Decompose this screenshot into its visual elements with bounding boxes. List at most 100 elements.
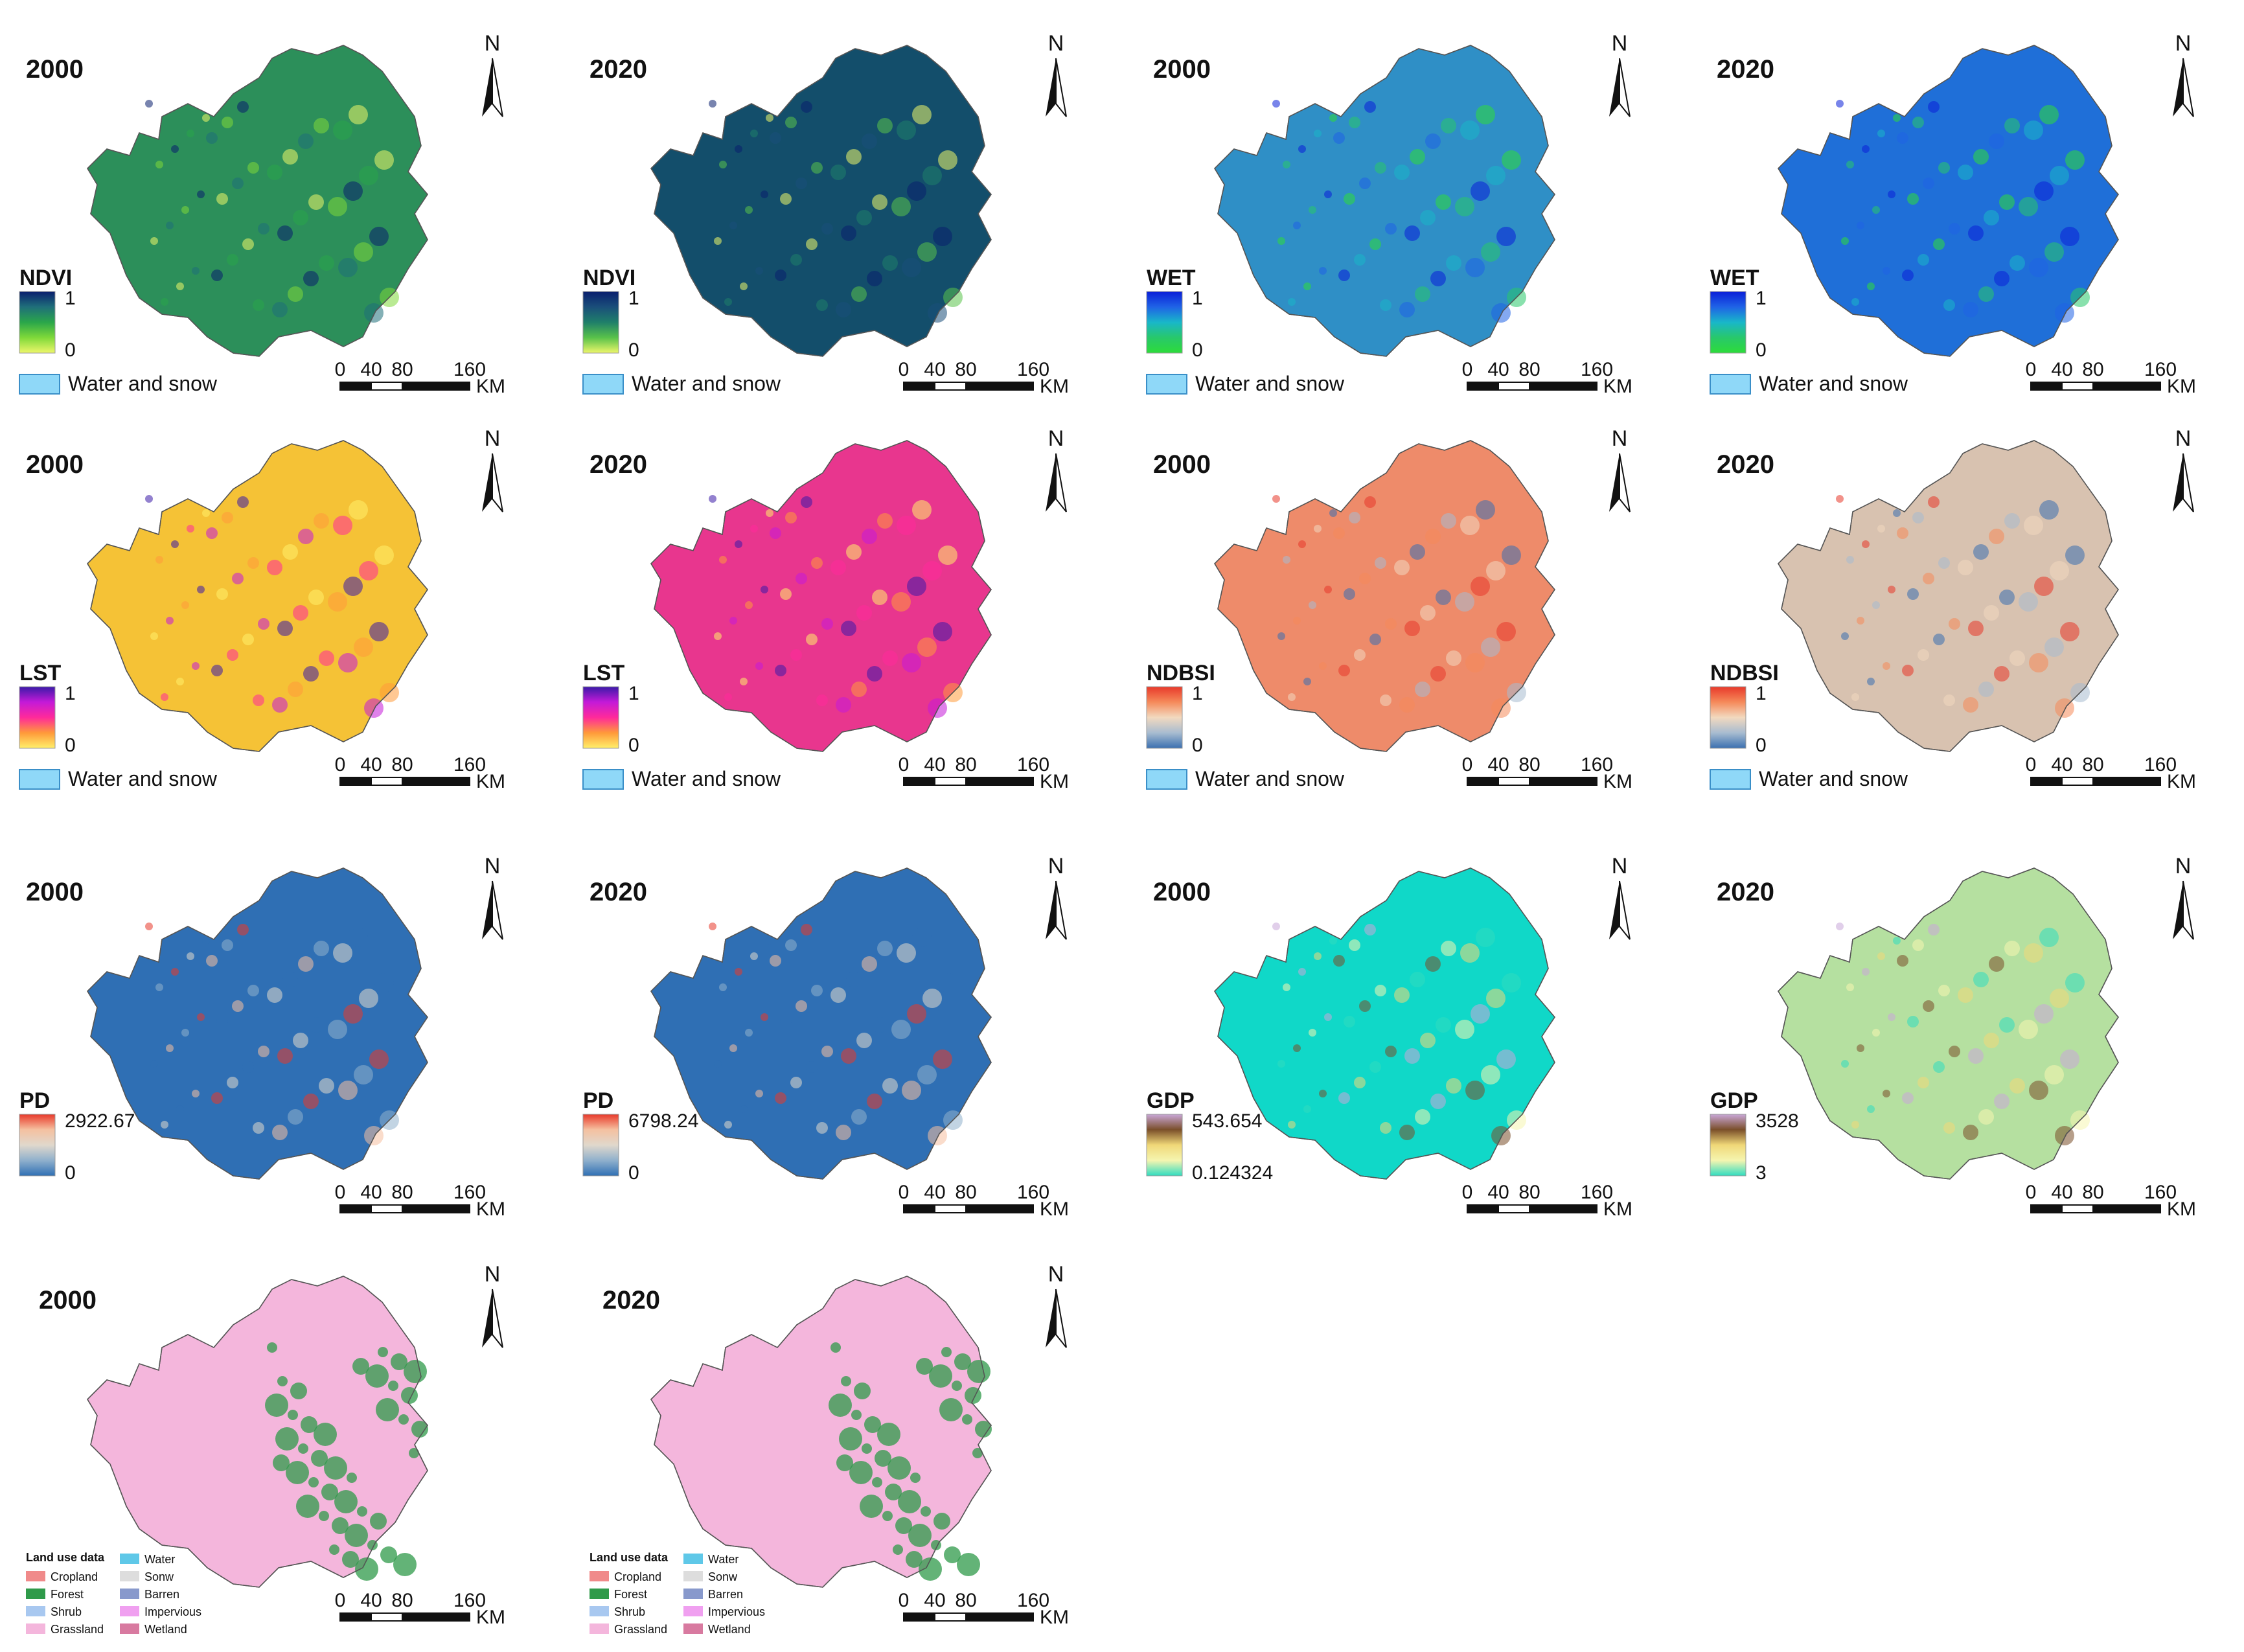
texture-patch [745,1029,753,1037]
scale-tick-label: 160 [2144,1182,2177,1203]
texture-patch [719,983,727,991]
texture-patch [729,1044,737,1052]
texture-patch [821,223,833,235]
texture-patch [1502,545,1521,565]
north-arrow-right-half [2182,58,2194,117]
scale-tick-label: 0 [2026,359,2037,380]
texture-patch [1314,130,1322,137]
texture-patch [343,1004,363,1024]
legend-color-ramp [19,291,56,354]
scale-tick-label: 80 [1518,754,1540,775]
texture-patch [197,190,205,198]
texture-patch [882,650,898,666]
texture-patch [846,149,862,165]
texture-patch [1888,190,1895,198]
texture-patch [1455,1020,1474,1039]
scale-tick-label: 0 [1462,1182,1473,1203]
texture-patch [1907,588,1919,600]
legend-title: PD [583,1088,613,1113]
scale-bar-segment [1467,382,1499,391]
forest-patch [962,1414,972,1425]
legend-color-ramp [19,1114,56,1176]
scale-tick-label: 40 [2051,359,2072,380]
texture-patch [216,588,228,600]
texture-patch [830,560,846,575]
texture-patch [2009,650,2025,666]
texture-patch [1309,1029,1316,1037]
scale-tick-label: 0 [2026,754,2037,775]
north-label: N [2175,31,2192,56]
texture-patch [1928,101,1940,113]
region-outline [87,867,428,1180]
texture-patch [816,694,828,706]
legend-min-label: 0 [65,1162,76,1184]
texture-patch [830,165,846,180]
scale-tick-label: 40 [924,359,945,380]
texture-patch [1446,1078,1461,1094]
scale-bar-segment [1529,382,1597,391]
north-label: N [485,854,501,878]
texture-patch [1496,622,1516,641]
texture-patch [1989,133,2004,149]
texture-patch [821,1046,833,1057]
landuse-swatch [683,1589,703,1599]
legend-color-ramp [1146,291,1183,354]
texture-patch [846,544,862,560]
texture-patch [1380,299,1391,311]
texture-patch [745,601,753,609]
texture-patch [349,928,368,947]
texture-patch [891,197,911,216]
forest-patch [910,1473,921,1483]
texture-patch [161,1121,168,1129]
texture-patch [1404,225,1420,241]
texture-patch [1907,193,1919,205]
texture-patch [1883,1090,1890,1097]
forest-patch [944,1546,961,1563]
texture-patch [1364,101,1376,113]
texture-patch [2029,653,2048,672]
legend-min-label: 0 [1756,339,1767,361]
north-arrow-left-half [1046,881,1056,939]
forest-patch [895,1517,912,1534]
forest-patch [308,1477,319,1487]
region-ndvi-2020 [650,45,992,357]
texture-patch [851,1109,867,1125]
texture-patch [1319,1090,1327,1097]
texture-patch [359,166,378,185]
landuse-label: Barren [144,1588,179,1601]
texture-patch [1333,955,1345,967]
texture-patch [922,561,942,580]
texture-patch [856,1033,872,1048]
legend-color-ramp [582,1114,619,1176]
texture-patch [206,527,218,539]
texture-patch [801,101,812,113]
texture-patch [709,923,716,930]
texture-patch [2060,622,2079,641]
texture-patch [253,299,264,311]
texture-patch [1999,590,2015,605]
texture-patch [841,621,856,636]
region-outline [1778,867,2119,1180]
texture-patch [811,557,823,569]
scale-bar-segment [2092,382,2161,391]
scale-bar-segment [2030,1204,2063,1213]
legend-color-ramp [1146,1114,1183,1176]
landuse-legend-title: Land use data [26,1551,105,1564]
texture-patch [1958,560,1973,575]
texture-patch [181,1029,189,1037]
texture-patch [933,622,952,641]
forest-patch [887,1456,911,1480]
texture-patch [770,132,781,144]
year-label: 2000 [26,878,84,906]
texture-patch [1918,254,1929,266]
texture-patch [1496,1050,1516,1069]
texture-patch [867,1094,882,1109]
texture-patch [1338,1092,1350,1104]
texture-patch [1496,227,1516,246]
year-label: 2000 [26,450,84,479]
texture-patch [1949,223,1960,235]
texture-patch [1460,120,1480,140]
